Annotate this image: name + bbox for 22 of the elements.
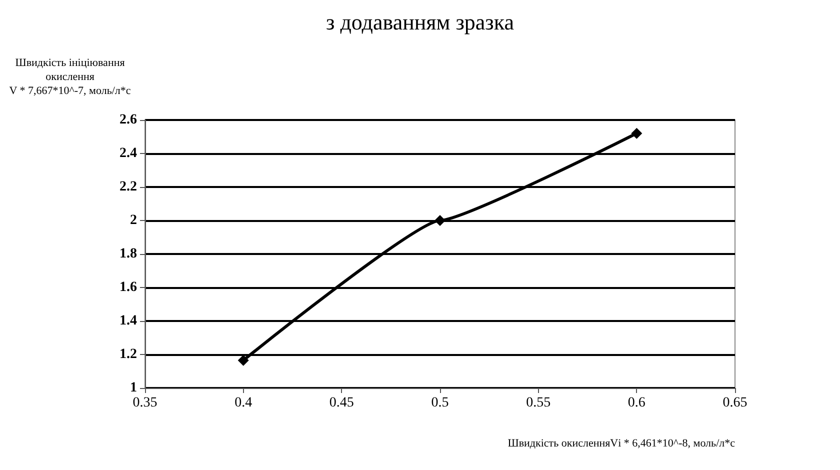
x-tick-label: 0.5 — [431, 396, 449, 410]
y-tick-label: 2.2 — [120, 180, 137, 194]
y-tick-label: 1.8 — [120, 246, 137, 262]
x-tick-label: 0.55 — [526, 396, 551, 410]
y-tick-label: 2.4 — [120, 146, 137, 161]
x-tick-label: 0.35 — [132, 396, 158, 410]
chart-title: з додаванням зразка — [326, 10, 514, 34]
x-tick-label: 0.65 — [722, 396, 748, 410]
y-tick-label: 2.6 — [120, 112, 137, 128]
point — [238, 354, 249, 366]
y-axis-title: Швидкість ініціювання окислення V * 7,667*10^-7, моль/л*с — [9, 57, 131, 97]
y-tick-label: 1.4 — [120, 314, 137, 328]
x-axis-title: Швидкість окисленняVі * 6,461*10^-8, моль/л*с — [508, 438, 736, 450]
point — [631, 128, 642, 139]
x-tick-label: 0.4 — [234, 396, 252, 410]
x-tick-label: 0.6 — [628, 396, 646, 410]
y-tick-label: 1.6 — [120, 280, 137, 295]
x-tick-label: 0.45 — [329, 396, 354, 410]
point — [434, 215, 446, 226]
y-tick-label: 1 — [130, 380, 137, 396]
y-tick-label: 1.2 — [120, 347, 137, 362]
y-tick-label: 2 — [130, 213, 137, 228]
